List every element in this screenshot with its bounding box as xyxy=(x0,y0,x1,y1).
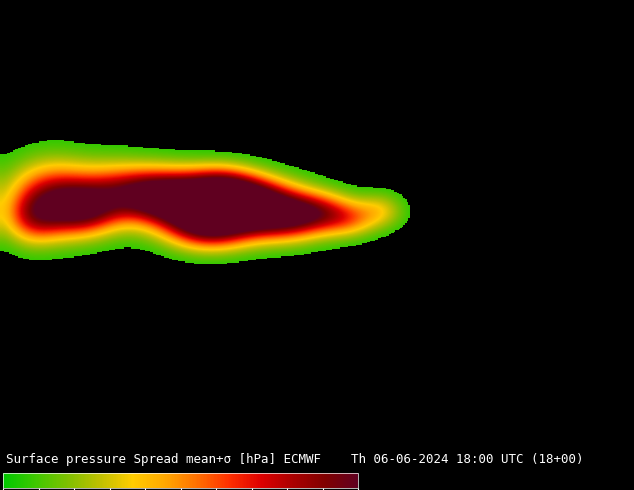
Text: Surface pressure Spread mean+σ [hPa] ECMWF    Th 06-06-2024 18:00 UTC (18+00): Surface pressure Spread mean+σ [hPa] ECM… xyxy=(6,453,584,466)
